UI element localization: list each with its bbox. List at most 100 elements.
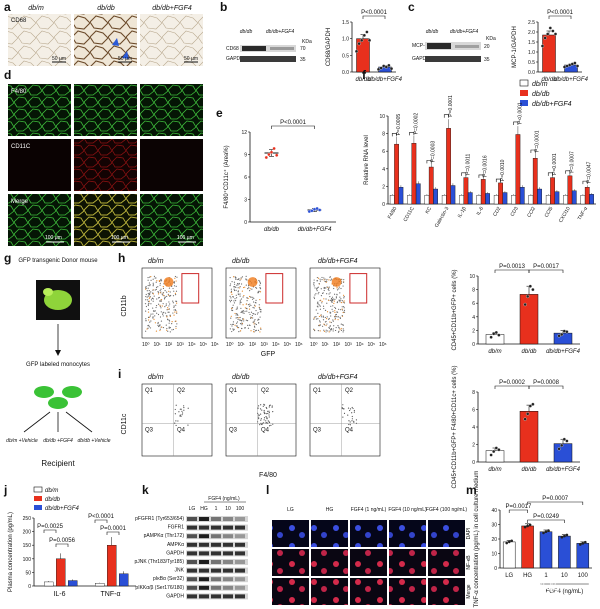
facs-event: [341, 309, 344, 311]
ihc-stain-label: CD68: [11, 18, 27, 24]
data-point: [581, 542, 585, 545]
facs-event: [176, 311, 178, 313]
western-blot-band: [223, 585, 233, 590]
y-tick-label: 0.0: [342, 70, 349, 76]
p-value-label: P=0.0017: [505, 504, 532, 510]
facs-event: [317, 312, 319, 314]
facs-event: [150, 279, 152, 281]
monocyte-icon: [62, 386, 82, 398]
blot-row-label: GAPDH: [226, 56, 244, 62]
data-point: [575, 64, 580, 68]
facs-event: [258, 322, 260, 324]
facs-event: [174, 293, 177, 296]
facs-event: [233, 288, 235, 290]
facs-event: [317, 306, 319, 308]
facs-event: [169, 303, 171, 305]
facs-event: [159, 329, 161, 332]
facs-event: [260, 418, 262, 420]
western-blot-band: [187, 534, 197, 539]
facs-event: [233, 281, 236, 283]
facs-event: [329, 321, 331, 323]
western-blot-band: [235, 568, 245, 573]
ihc-image-dbdb-fgf4: [140, 14, 203, 66]
facs-event: [148, 302, 150, 304]
facs-event: [172, 300, 174, 302]
facs-event: [167, 308, 169, 310]
facs-density: [331, 277, 342, 287]
facs-event: [149, 295, 151, 298]
bar: [537, 188, 542, 205]
facs-event: [335, 326, 337, 329]
facs-event: [255, 286, 257, 289]
facs-event: [334, 310, 336, 312]
facs-event: [229, 301, 232, 303]
facs-event: [337, 325, 339, 327]
facs-event: [327, 330, 329, 332]
x-tick-label: HG: [523, 573, 532, 579]
facs-event: [343, 297, 345, 299]
facs-event: [338, 330, 340, 332]
panel-j: j db/m db/db db/db+FGF4 0 50 100 150 200 250 P…: [3, 483, 136, 598]
facs-density: [247, 277, 258, 287]
panel-label-l: l: [266, 483, 269, 497]
facs-event: [162, 315, 164, 317]
scale-bar-label: 100 µm: [177, 235, 194, 241]
facs-event: [260, 404, 262, 406]
if-image-cell: [350, 520, 387, 547]
x-tick-label: CD11C: [403, 206, 416, 223]
facs-axis-tick: 10⁴: [272, 342, 280, 348]
facs-event: [253, 328, 255, 331]
facs-event: [328, 286, 330, 288]
bar: [94, 583, 105, 587]
facs-event: [245, 284, 247, 286]
data-point: [557, 447, 561, 451]
facs-event: [235, 314, 237, 316]
facs-event: [167, 311, 169, 313]
facs-event: [145, 293, 147, 296]
facs-event: [149, 276, 151, 278]
bar: [558, 535, 571, 569]
facs-event: [172, 287, 174, 290]
bar: [428, 166, 434, 205]
data-point: [551, 29, 555, 33]
facs-event: [270, 424, 272, 426]
blot-lane-label: LG: [189, 506, 196, 512]
facs-axis-tick: 10⁴: [356, 342, 364, 348]
western-blot-band: [235, 542, 245, 547]
recipient-group: db/db +FGF4: [43, 438, 73, 444]
facs-event: [152, 282, 154, 284]
panel-g: g GFP transgenic Donor mouse GFP labeled…: [4, 251, 111, 468]
western-blot-band: [211, 551, 221, 556]
x-tick-label: Galectin-3: [434, 206, 451, 229]
panel-label-h: h: [118, 251, 125, 265]
facs-event: [157, 290, 159, 293]
data-point: [543, 36, 547, 40]
western-blot-band: [211, 560, 221, 564]
facs-event: [148, 282, 150, 284]
facs-event: [326, 302, 328, 304]
facs-event: [175, 327, 177, 329]
y-tick-label: 6: [472, 408, 475, 414]
facs-event: [162, 294, 164, 296]
data-point: [310, 209, 314, 213]
facs-event: [168, 327, 170, 329]
p-value-label: P=0.0025: [37, 524, 64, 530]
facs-event: [325, 281, 327, 283]
facs-event: [353, 411, 355, 413]
facs-event: [333, 316, 336, 318]
facs-event: [347, 414, 349, 416]
significance-bracket: [55, 543, 69, 547]
facs-event: [145, 288, 147, 290]
facs-event: [160, 288, 162, 290]
chart-j: 0 50 100 150 200 250 Plasma concentration (pg/…: [8, 512, 136, 598]
recipient-group: db/db +Vehicle: [77, 438, 110, 444]
facs-event: [245, 307, 247, 309]
facs-event: [247, 304, 250, 306]
facs-event: [148, 319, 150, 321]
chart-i: 0 2 4 6 8 CD45+CD11b+GFP+ F4/80+CD11c+ cells …: [452, 366, 581, 489]
panel-f: f db/m db/db db/db+FGF4 0 2 4 6 8 10 Relative …: [362, 68, 596, 229]
facs-event: [259, 424, 261, 426]
facs-event: [324, 309, 327, 312]
y-tick-label: 10: [469, 274, 475, 280]
x-tick-label: CCl2: [526, 206, 537, 219]
